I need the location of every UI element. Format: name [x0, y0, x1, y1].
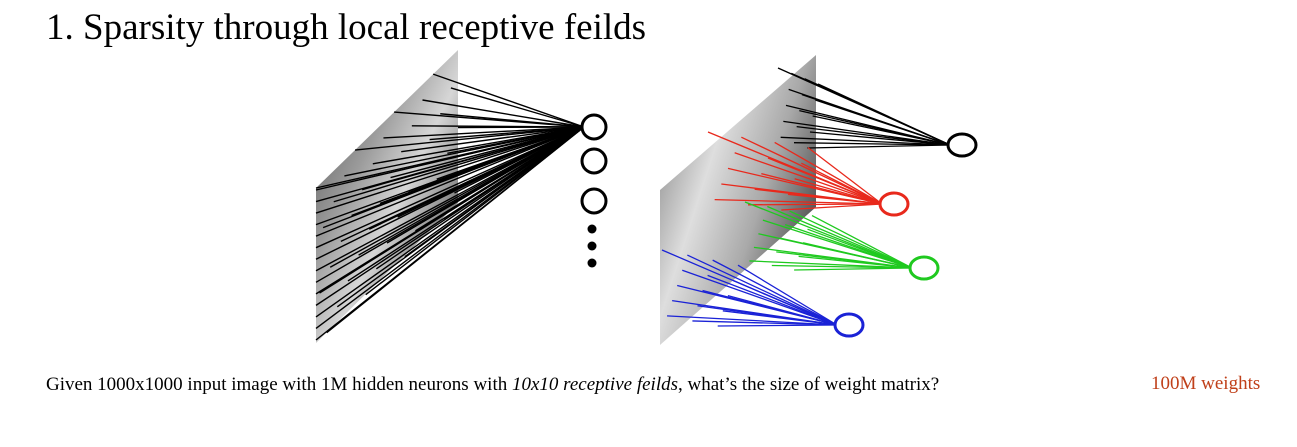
local-weight-line [807, 144, 951, 149]
local-weight-line [737, 264, 838, 326]
local-receptive-field-weights [661, 67, 951, 327]
local-weight-line [727, 294, 838, 326]
caption-text-end: , what’s the size of weight matrix? [678, 374, 940, 395]
local-weight-line [687, 254, 838, 326]
local-weight-line [717, 324, 838, 327]
local-weight-line [714, 198, 883, 205]
slide-title: 1. Sparsity through local receptive feil… [46, 7, 647, 48]
weight-line [315, 126, 585, 283]
local-weight-line [815, 99, 951, 146]
local-weight-line [722, 310, 838, 326]
local-weight-line [732, 279, 838, 326]
hidden-neuron-column [580, 113, 608, 268]
weight-line [457, 126, 585, 129]
local-weight-line [802, 242, 913, 269]
caption-text-start: Given 1000x1000 input image with 1M hidd… [46, 374, 512, 395]
hidden-neuron [580, 187, 608, 215]
weight-line [315, 126, 585, 295]
local-hidden-neuron-black [946, 132, 978, 158]
local-weight-line [747, 203, 883, 206]
hidden-neuron [580, 147, 608, 175]
fully-connected-diagram [315, 50, 608, 343]
weight-line [315, 126, 585, 306]
weight-line [315, 126, 585, 249]
local-hidden-neuron-blue [833, 312, 865, 338]
local-weight-line [774, 141, 883, 205]
local-weight-line [811, 215, 913, 269]
local-weight-line [817, 83, 951, 146]
local-hidden-neuron-red [878, 191, 910, 217]
weight-line [315, 126, 585, 237]
weight-line [315, 126, 585, 203]
weight-line [354, 126, 585, 151]
local-weight-line [807, 228, 913, 269]
local-weight-line [692, 320, 838, 326]
local-weight-line [749, 260, 913, 269]
local-weight-line [798, 255, 913, 269]
weight-line [315, 126, 585, 260]
weight-line [315, 126, 585, 272]
local-weight-line [780, 136, 951, 146]
ellipsis-dot [587, 241, 597, 251]
weight-line [315, 126, 585, 318]
local-weight-line [707, 274, 838, 326]
local-weight-line [712, 259, 838, 326]
weight-line [432, 73, 585, 128]
local-hidden-neurons [833, 132, 978, 338]
question-caption: Given 1000x1000 input image with 1M hidd… [46, 374, 939, 396]
weight-line [315, 126, 585, 341]
local-weight-line [793, 142, 951, 146]
local-weight-line [789, 210, 913, 269]
weight-line [315, 126, 585, 330]
fully-connected-weights [315, 73, 585, 341]
local-weight-line [781, 203, 883, 211]
local-weight-line [761, 172, 883, 205]
ellipsis-dot [587, 224, 597, 234]
local-weight-line [801, 162, 883, 205]
locally-connected-diagram [660, 55, 978, 345]
local-weight-line [787, 193, 883, 205]
local-weight-line [667, 315, 838, 326]
weight-line [429, 126, 585, 141]
weight-line [401, 126, 585, 153]
local-weight-line [767, 157, 883, 205]
local-weight-line [796, 126, 951, 146]
weight-line [422, 99, 585, 128]
weight-line [315, 126, 585, 191]
local-hidden-neuron-green [908, 255, 940, 281]
weight-line [447, 126, 585, 155]
local-weight-line [809, 131, 951, 146]
local-weight-line [682, 269, 838, 326]
weight-line [383, 126, 585, 139]
weight-line [440, 113, 585, 128]
ellipsis-dot [587, 258, 597, 268]
answer-text: 100M weights [1151, 373, 1261, 394]
local-weight-line [794, 178, 883, 205]
local-weight-line [807, 147, 883, 205]
local-weight-line [767, 205, 913, 269]
weight-line [315, 126, 585, 226]
local-weight-line [771, 264, 913, 269]
weight-line [315, 126, 585, 214]
hidden-neuron [580, 113, 608, 141]
caption-text-italic: 10x10 receptive feilds [511, 374, 678, 395]
local-weight-line [812, 115, 951, 146]
local-weight-line [794, 267, 913, 271]
local-weight-line [734, 152, 883, 205]
input-image-plane [316, 50, 458, 343]
weight-line [450, 87, 585, 128]
